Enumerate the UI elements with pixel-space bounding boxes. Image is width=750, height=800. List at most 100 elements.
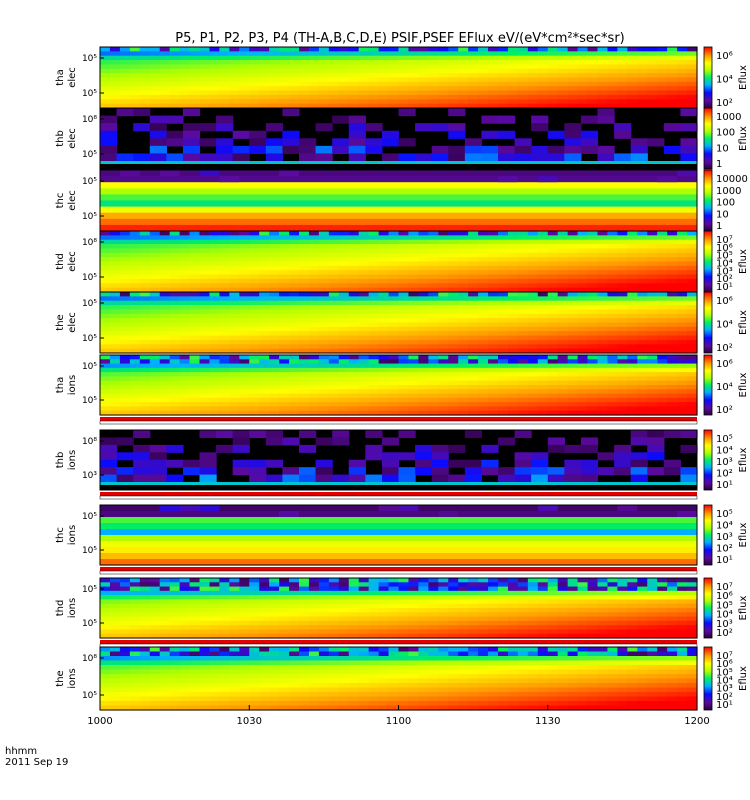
spectrogram-cell <box>149 402 161 408</box>
spectrogram-cell <box>279 616 290 622</box>
spectrogram-cell <box>627 313 638 319</box>
spectrogram-cell <box>617 278 628 284</box>
spectrogram-cell <box>488 339 499 345</box>
spectrogram-cell <box>239 287 250 293</box>
spectrogram-cell <box>119 651 131 657</box>
spectrogram-cell <box>408 665 419 671</box>
spectrogram-cell <box>189 348 201 354</box>
spectrogram-cell <box>448 292 459 297</box>
spectrogram-cell <box>189 339 201 345</box>
spectrogram-cell <box>249 331 260 337</box>
spectrogram-cell <box>537 77 549 83</box>
spectrogram-cell <box>418 265 429 271</box>
spectrogram-cell <box>149 231 161 236</box>
spectrogram <box>100 430 698 490</box>
spectrogram-cell <box>232 444 250 453</box>
spectrogram-cell <box>259 278 270 284</box>
spectrogram-cell <box>597 331 609 337</box>
spectrogram-cell <box>517 372 529 378</box>
spectrogram-cell <box>129 625 141 631</box>
spectrogram-cell <box>318 73 330 79</box>
spectrogram-cell <box>249 335 260 341</box>
spectrogram-cell <box>507 385 519 390</box>
spectrogram-cell <box>109 647 121 653</box>
spectrogram-cell <box>318 90 330 96</box>
spectrogram-cell <box>308 81 320 87</box>
spectrogram-cell <box>438 252 449 258</box>
spectrogram-cell <box>577 348 589 354</box>
spectrogram-cell <box>398 60 410 66</box>
spectrogram-cell <box>577 318 589 324</box>
spectrogram-cell <box>249 296 260 302</box>
spectrogram-cell <box>507 235 519 241</box>
spectrogram-cell <box>418 633 429 639</box>
spectrogram-cell <box>478 367 489 373</box>
spectrogram-cell <box>299 77 310 83</box>
spectrogram-cell <box>488 608 499 613</box>
spectrogram-cell <box>527 292 539 297</box>
spectrogram-cell <box>219 612 230 618</box>
spectrogram-cell <box>567 335 579 341</box>
spectrogram-cell <box>348 90 360 96</box>
colorbar-tick-label: 10³ <box>716 532 733 543</box>
spectrogram-cell <box>308 335 320 341</box>
spectrogram-cell <box>537 595 549 601</box>
spectrogram-cell <box>368 393 380 399</box>
spectrogram-cell <box>667 603 678 609</box>
spectrogram-cell <box>418 318 429 324</box>
spectrogram-cell <box>557 629 569 635</box>
spectrogram-cell <box>468 99 479 105</box>
spectrogram-cell <box>667 355 678 360</box>
spectrogram-cell <box>547 393 559 399</box>
spectrogram-cell <box>388 51 400 57</box>
spectrogram-cell <box>368 235 380 241</box>
spectrogram-cell <box>219 625 230 631</box>
spectrogram-cell <box>328 64 340 70</box>
spectrogram-cell <box>478 385 489 390</box>
spectrogram-cell <box>398 620 410 626</box>
spectrogram-cell <box>328 582 340 588</box>
spectrogram-cell <box>169 270 181 276</box>
spectrogram-cell <box>348 380 360 386</box>
spectrogram-cell <box>617 625 628 631</box>
spectrogram-cell <box>100 444 118 453</box>
spectrogram-cell <box>468 86 479 92</box>
spectrogram-cell <box>249 367 260 373</box>
spectrogram-cell <box>527 103 539 109</box>
spectrogram-cell <box>139 51 151 57</box>
spectrogram-cell <box>448 60 459 66</box>
spectrogram-cell <box>657 629 668 635</box>
spectrogram-cell <box>139 287 151 293</box>
spectrogram-cell <box>547 283 559 289</box>
spectrogram-cell <box>149 90 161 96</box>
spectrogram-cell <box>547 248 559 254</box>
spectrogram-cell <box>239 335 250 341</box>
spectrogram-cell <box>478 402 489 408</box>
spectrogram-cell <box>338 73 350 79</box>
spectrogram-cell <box>667 578 678 583</box>
spectrogram-cell <box>567 393 579 399</box>
spectrogram-cell <box>607 590 618 596</box>
spectrogram-cell <box>229 99 240 105</box>
spectrogram-cell <box>279 389 290 395</box>
spectrogram-cell <box>580 437 599 446</box>
spectrogram-cell <box>388 389 400 395</box>
spectrogram-cell <box>109 296 121 302</box>
spectrogram-cell <box>279 300 290 306</box>
spectrogram-cell <box>587 660 599 666</box>
spectrogram-cell <box>537 647 549 653</box>
spectrogram-cell <box>547 389 559 395</box>
spectrogram-cell <box>677 239 688 245</box>
colorbar-tick-label: 1 <box>716 159 722 170</box>
spectrogram-cell <box>517 629 529 635</box>
spectrogram-cell <box>657 331 668 337</box>
spectrogram-cell <box>408 94 419 100</box>
spectrogram-cell <box>607 647 618 653</box>
spectrogram-cell <box>119 231 131 236</box>
spectrogram-cell <box>657 372 668 378</box>
spectrogram-cell <box>109 326 121 332</box>
spectrogram-cell <box>597 625 609 631</box>
spectrogram-cell <box>398 629 410 635</box>
spectrogram-cell <box>438 292 449 297</box>
spectrogram-cell <box>308 292 320 297</box>
